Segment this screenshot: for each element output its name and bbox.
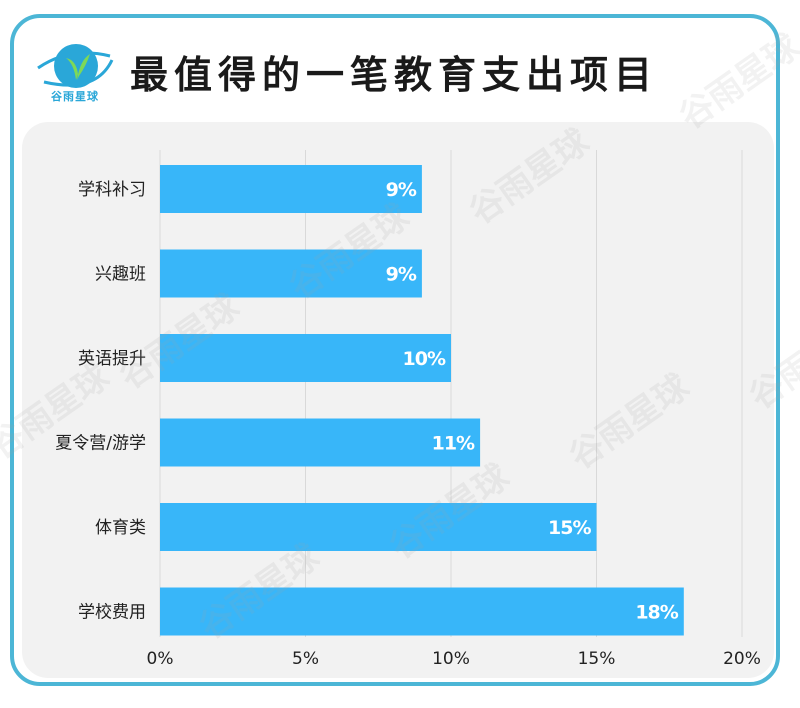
x-tick-label: 5%	[292, 649, 319, 669]
data-label: 11%	[432, 433, 475, 455]
x-tick-label: 15%	[578, 649, 616, 669]
x-tick-label: 20%	[723, 649, 761, 669]
bar	[160, 503, 597, 551]
logo-text: 谷雨星球	[51, 90, 99, 103]
chart-title: 最值得的一笔教育支出项目	[130, 53, 659, 97]
x-tick-label: 0%	[147, 649, 174, 669]
bar	[160, 334, 451, 382]
category-label: 英语提升	[78, 349, 146, 369]
logo-icon	[37, 44, 114, 88]
category-label: 学科补习	[78, 180, 146, 200]
category-label: 兴趣班	[95, 265, 146, 285]
category-label: 体育类	[95, 518, 146, 538]
bar	[160, 165, 422, 213]
data-label: 9%	[386, 179, 417, 201]
data-label: 15%	[548, 517, 591, 539]
category-label: 夏令营/游学	[55, 434, 146, 454]
data-label: 18%	[635, 602, 678, 624]
data-label: 10%	[403, 348, 446, 370]
bar	[160, 587, 684, 636]
chart-panel	[22, 122, 774, 678]
data-label: 9%	[386, 264, 417, 286]
category-label: 学校费用	[78, 603, 146, 623]
logo: 谷雨星球	[30, 30, 130, 120]
x-tick-label: 10%	[432, 649, 470, 669]
bar	[160, 418, 481, 467]
bar	[160, 249, 422, 298]
